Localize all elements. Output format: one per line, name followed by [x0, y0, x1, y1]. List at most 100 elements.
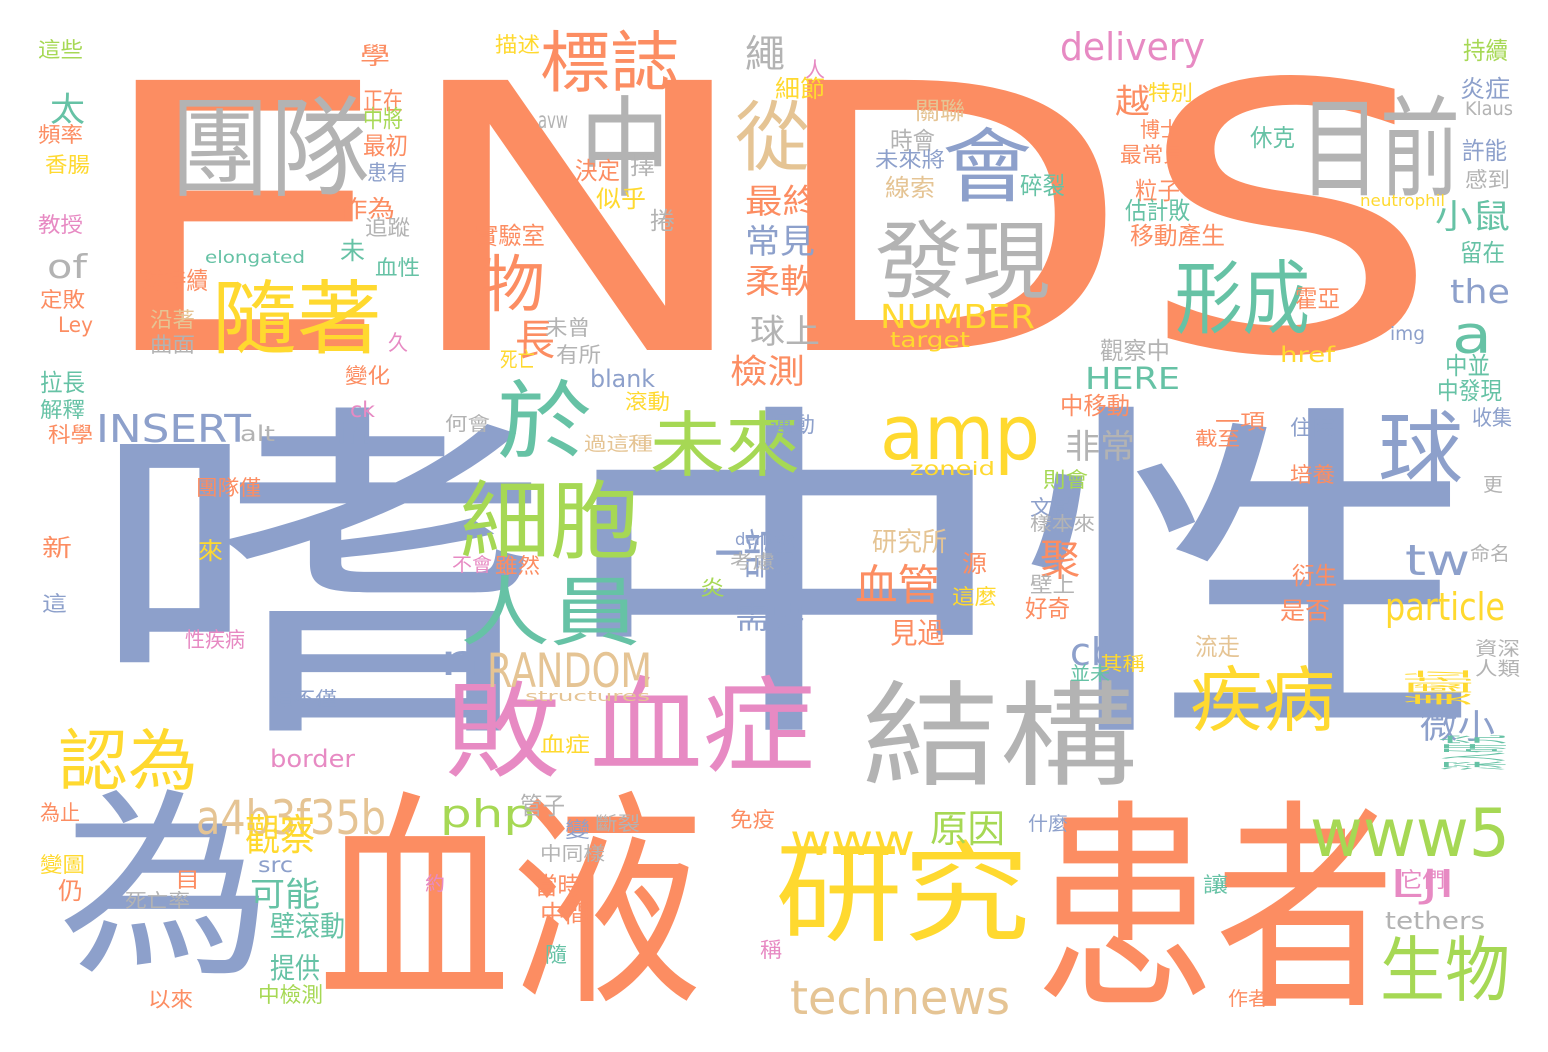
cloud-word: 需要 — [735, 597, 805, 636]
cloud-word: 運動 — [770, 413, 815, 437]
cloud-word: 未曾 — [545, 316, 590, 340]
cloud-word: 雖然 — [495, 554, 540, 578]
cloud-word: 滾動 — [625, 390, 670, 414]
cloud-word: 中 — [580, 86, 670, 213]
cloud-word: 太 — [50, 90, 85, 129]
cloud-word: 中同樣 — [540, 843, 605, 865]
cloud-word: 描述 — [495, 33, 540, 57]
cloud-word: 休克 — [1250, 124, 1295, 152]
cloud-word: 這麼 — [952, 585, 997, 609]
cloud-word: 作為 — [340, 195, 395, 223]
cloud-word: zoneid — [910, 458, 995, 480]
cloud-word: 來 — [198, 537, 223, 565]
cloud-word: 教授 — [38, 213, 83, 237]
cloud-word: 結構 — [862, 670, 1137, 803]
cloud-word: 頻率 — [38, 123, 83, 147]
cloud-word: 樣本來 — [1030, 513, 1095, 535]
cloud-word: 常見 — [745, 222, 815, 261]
cloud-word: RANDOM — [487, 644, 652, 699]
cloud-word: 長 — [515, 316, 555, 366]
cloud-word: tw — [1405, 536, 1470, 586]
cloud-word: 定敗 — [40, 288, 85, 312]
cloud-word: 血症 — [590, 666, 815, 788]
cloud-word: 球 — [1378, 403, 1463, 502]
cloud-word: neutrophil — [1360, 191, 1445, 210]
cloud-word: 一部分 — [715, 526, 800, 586]
cloud-word: structures — [525, 689, 650, 705]
cloud-word: 變 — [565, 818, 590, 842]
cloud-word: 中並 — [1445, 352, 1490, 380]
cloud-word: 非常 — [1065, 427, 1135, 466]
cloud-word: 美國拉 — [1399, 670, 1482, 705]
cloud-word: 提供 — [270, 952, 320, 985]
cloud-word: www5 — [1310, 794, 1510, 872]
cloud-word: 實驗室 — [475, 222, 545, 250]
cloud-word: 壁上 — [1030, 573, 1075, 597]
cloud-word: 目 — [175, 868, 200, 892]
cloud-word: 線索 — [885, 174, 935, 202]
cloud-word: 估計敗 — [1125, 197, 1190, 225]
cloud-word: alt — [240, 422, 275, 446]
cloud-word: 正在 — [363, 87, 403, 115]
cloud-word: 生物 — [1380, 929, 1510, 1012]
cloud-word: amp — [880, 388, 1040, 477]
cloud-word: 約 — [425, 873, 445, 895]
cloud-word: 死亡率 — [125, 890, 190, 912]
cloud-word: 性疾病 — [185, 628, 245, 652]
cloud-word: HERE — [1085, 362, 1180, 397]
cloud-word: 目前 — [1300, 86, 1460, 213]
cloud-word: 中移動 — [1060, 392, 1130, 420]
cloud-word: 留在 — [1460, 239, 1505, 267]
cloud-word: 是否 — [1280, 597, 1330, 625]
cloud-word: 擇 — [630, 152, 655, 180]
cloud-word: 隨著 — [212, 273, 382, 367]
cloud-word: ENDS — [88, 7, 1443, 438]
cloud-word: 免疫 — [730, 808, 775, 832]
cloud-word: a4b3f35b — [196, 791, 386, 846]
cloud-word: 許能 — [1462, 137, 1507, 165]
cloud-word: 拉長 — [40, 369, 85, 397]
cloud-word: Klaus — [1465, 98, 1513, 120]
cloud-word: 特別 — [1148, 81, 1193, 105]
cloud-word: derived — [735, 530, 797, 550]
cloud-word: 人 — [805, 58, 825, 82]
cloud-word: 讓 — [1203, 873, 1228, 897]
cloud-word: 霍亞 — [1295, 285, 1340, 313]
cloud-word: 觀察中 — [1100, 337, 1170, 365]
cloud-word: 血性 — [375, 256, 420, 280]
cloud-word: 斷裂 — [595, 813, 640, 835]
cloud-word: 炎 — [700, 576, 725, 600]
cloud-word: 種 — [628, 433, 653, 455]
cloud-word: particle — [1385, 585, 1505, 629]
cloud-word: 不會 — [452, 554, 492, 576]
cloud-word: avw — [538, 108, 568, 134]
cloud-word: 血管 — [855, 561, 940, 611]
cloud-word: img — [1390, 323, 1425, 345]
cloud-word: 敗 — [445, 671, 560, 793]
cloud-word: 追蹤 — [365, 216, 410, 240]
cloud-word: src — [258, 853, 293, 877]
cloud-word: 新 — [42, 534, 72, 562]
cloud-word: 稱 — [760, 938, 782, 962]
cloud-word: 變圖 — [40, 853, 85, 877]
cloud-word: 更 — [1483, 474, 1503, 496]
cloud-word: 最終 — [745, 182, 820, 221]
cloud-word: 觀察 — [245, 811, 315, 861]
cloud-word: 可能 — [250, 875, 320, 914]
cloud-word: 它們 — [1400, 868, 1445, 892]
cloud-word: 於 — [497, 373, 592, 472]
cloud-word: ck — [350, 398, 375, 422]
cloud-word: 決定 — [575, 157, 620, 185]
cloud-word: 人員 — [460, 568, 640, 657]
cloud-word: of — [47, 247, 87, 286]
cloud-word: 中間 — [540, 900, 590, 928]
cloud-word: 文獻 — [1030, 496, 1075, 520]
cloud-word: 沿著 — [150, 308, 195, 332]
cloud-word: 人類 — [1475, 658, 1520, 680]
cloud-word: 最常見 — [1120, 143, 1185, 167]
cloud-word: 關聯 — [915, 97, 965, 125]
cloud-word: 時會 — [890, 127, 935, 155]
cloud-word: 血液 — [318, 771, 703, 1037]
cloud-word: 考慮 — [730, 551, 775, 573]
cloud-word: 標誌 — [540, 24, 680, 102]
